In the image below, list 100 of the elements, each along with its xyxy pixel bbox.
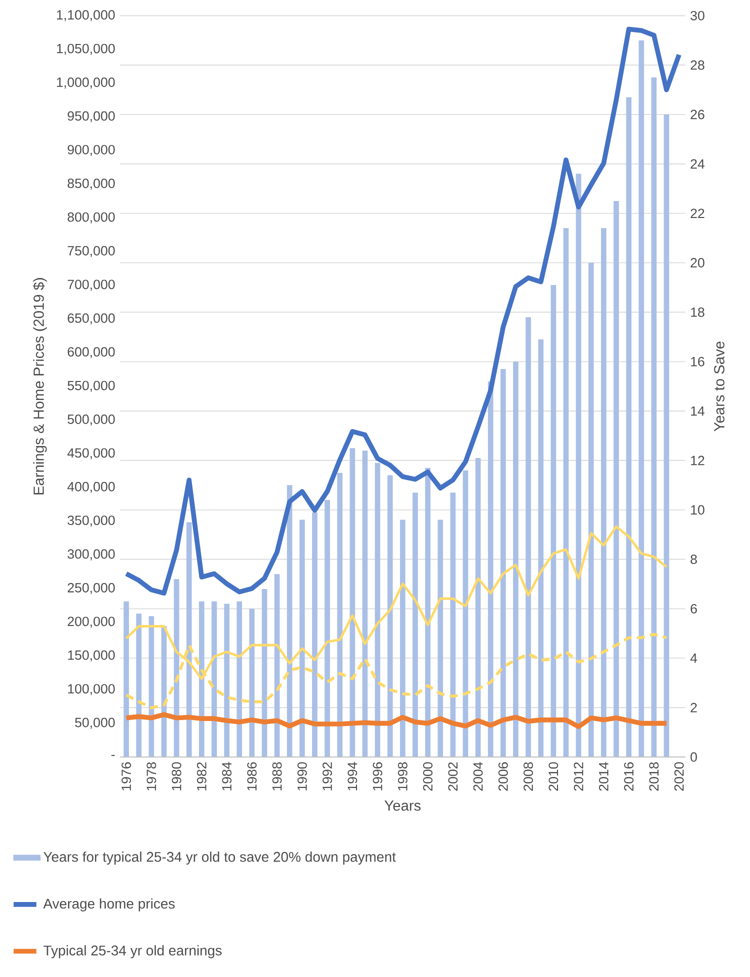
y2-tick-label: 18	[691, 307, 704, 317]
y2-tick-label: 26	[690, 110, 704, 120]
x-tick-label: 2018	[649, 762, 659, 791]
x-tick-label: 2006	[498, 762, 508, 791]
bar	[538, 339, 544, 757]
y-tick-label: 1,000,000	[57, 78, 115, 89]
bar	[513, 362, 518, 757]
y-tick-label: 1,050,000	[57, 44, 115, 55]
bar	[286, 485, 292, 757]
x-tick-label: 1984	[222, 762, 232, 790]
bar	[136, 614, 142, 757]
x-tick-label: 2004	[473, 762, 483, 791]
x-tick-label: 1992	[322, 762, 332, 790]
y-tick-label: 950,000	[68, 111, 115, 122]
y-tick-label: 800,000	[68, 212, 115, 224]
bar	[362, 450, 368, 757]
x-tick-label: 2012	[574, 762, 584, 791]
bar	[526, 317, 531, 757]
y2-tick-label: 14	[691, 406, 704, 416]
y2-tick-label: 0	[690, 752, 697, 762]
y2-tick-label: 10	[691, 505, 704, 515]
bar	[614, 200, 619, 757]
x-tick-label: 2008	[524, 762, 534, 791]
bar	[438, 520, 444, 757]
y-tick-label: 850,000	[68, 178, 115, 190]
y2-tick-label: 30	[690, 10, 704, 20]
x-tick-label: 1978	[146, 762, 156, 790]
y2-tick-label: 6	[690, 604, 697, 614]
x-tick-label: 1994	[348, 762, 358, 790]
y-tick-label: 500,000	[68, 414, 115, 426]
bar	[601, 228, 606, 757]
x-tick-label: 2000	[423, 762, 433, 791]
legend-label: Average home prices	[43, 898, 175, 912]
y-axis-title: Earnings & Home Prices (2019 $)	[32, 278, 47, 494]
y2-tick-label: 12	[691, 456, 704, 466]
bar	[224, 604, 230, 757]
bar	[588, 262, 594, 757]
bar	[148, 616, 154, 757]
y-tick-label: 900,000	[68, 144, 115, 156]
bar	[638, 40, 644, 757]
x-tick-label: 1988	[272, 762, 282, 790]
bar	[462, 470, 468, 757]
bar	[300, 520, 305, 757]
bar	[324, 500, 330, 757]
y-tick-label: 550,000	[68, 380, 115, 392]
y-tick-label: 1,100,000	[57, 10, 115, 22]
x-tick-label: 2010	[548, 762, 558, 791]
bar	[387, 475, 393, 757]
bar	[236, 601, 242, 757]
bar	[450, 492, 456, 757]
y-tick-label: 650,000	[68, 313, 115, 324]
bar	[124, 601, 129, 757]
bar	[651, 77, 657, 757]
bar	[488, 381, 494, 757]
x-tick-label: 1976	[122, 762, 131, 790]
y2-tick-label: 20	[690, 258, 704, 268]
y-tick-label: 250,000	[68, 583, 115, 594]
y2-tick-label: 8	[690, 554, 697, 564]
y2-tick-label: 28	[690, 60, 704, 70]
x-axis-title: Years	[384, 800, 421, 811]
bar	[212, 601, 217, 757]
y-tick-label: 750,000	[68, 246, 115, 258]
y2-tick-label: 24	[690, 159, 704, 169]
bar	[475, 458, 481, 757]
bar	[350, 448, 356, 757]
bar	[249, 608, 255, 757]
bar	[425, 468, 430, 757]
x-tick-label: 2002	[448, 762, 458, 791]
bar	[550, 285, 556, 757]
bar	[563, 228, 569, 757]
y-tick-label: 300,000	[68, 549, 115, 560]
y-tick-label: 150,000	[68, 650, 115, 662]
y-tick-label: 600,000	[68, 347, 115, 358]
y-tick-label: 400,000	[67, 482, 115, 493]
bar	[400, 520, 406, 757]
bar	[186, 522, 192, 757]
y2-tick-label: 4	[690, 654, 698, 663]
bar	[664, 114, 670, 757]
y-tick-label: 100,000	[68, 684, 115, 696]
x-tick-label: 2014	[598, 762, 608, 791]
y-tick-label: 50,000	[75, 718, 115, 729]
y2-axis-title: Years to Save	[714, 342, 724, 432]
y2-tick-label: 2	[690, 702, 697, 712]
legend-label: Years for typical 25-34 yr old to save 20% down payment	[44, 852, 396, 865]
y-tick-label: -	[111, 754, 115, 756]
legend-label: Typical 25-34 yr old earnings	[44, 945, 222, 958]
y-tick-label: 350,000	[68, 516, 115, 527]
y2-tick-label: 22	[690, 208, 704, 218]
bar	[626, 97, 632, 757]
x-tick-label: 1986	[247, 762, 257, 790]
x-tick-label: 2016	[624, 762, 634, 791]
x-tick-label: 1990	[297, 762, 307, 790]
x-tick-label: 1998	[398, 762, 408, 790]
bar	[500, 369, 506, 757]
bar	[374, 462, 380, 757]
x-tick-label: 1982	[196, 762, 206, 790]
y-tick-label: 700,000	[68, 280, 115, 291]
y2-tick-label: 16	[691, 356, 704, 366]
x-tick-label: 1996	[372, 762, 382, 790]
bar	[412, 492, 418, 757]
